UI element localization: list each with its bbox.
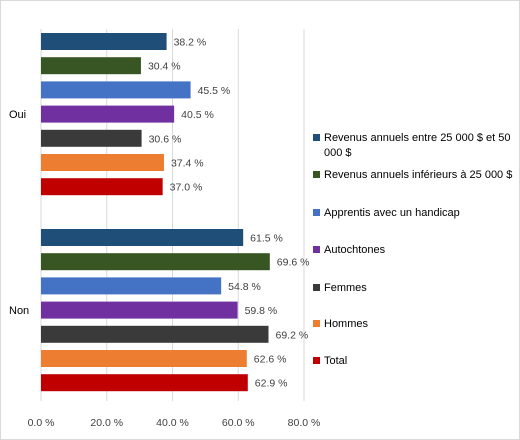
data-label: 61.5 % bbox=[250, 233, 283, 245]
legend-label: Revenus annuels entre 25 000 $ et 50 000… bbox=[324, 132, 511, 159]
bar bbox=[41, 105, 175, 123]
legend-swatch bbox=[313, 134, 320, 141]
legend-item: Total bbox=[313, 354, 519, 369]
legend-swatch bbox=[313, 209, 320, 216]
legend-label: Autochtones bbox=[324, 244, 386, 256]
legend-item: Apprentis avec un handicap bbox=[313, 206, 519, 221]
legend-swatch bbox=[313, 284, 320, 291]
data-label: 54.8 % bbox=[228, 281, 261, 293]
category-label-oui: Oui bbox=[9, 109, 26, 121]
bar bbox=[41, 325, 269, 343]
data-label: 62.9 % bbox=[255, 378, 288, 390]
data-label: 45.5 % bbox=[198, 85, 231, 97]
legend-item: Hommes bbox=[313, 317, 519, 332]
bar bbox=[41, 277, 222, 295]
legend-item: Revenus annuels inférieurs à 25 000 $ bbox=[313, 168, 519, 183]
x-tick-label: 60.0 % bbox=[222, 417, 255, 429]
x-tick-label: 0.0 % bbox=[28, 417, 55, 429]
data-label: 59.8 % bbox=[245, 305, 278, 317]
legend-label: Total bbox=[324, 355, 348, 367]
data-label: 69.2 % bbox=[275, 329, 308, 341]
legend-item: Revenus annuels entre 25 000 $ et 50 000… bbox=[313, 131, 519, 161]
category-label-non: Non bbox=[9, 305, 29, 317]
bar bbox=[41, 81, 191, 99]
bar bbox=[41, 374, 248, 392]
bar bbox=[41, 129, 142, 147]
legend-swatch bbox=[313, 320, 320, 327]
x-tick-label: 20.0 % bbox=[90, 417, 123, 429]
legend-swatch bbox=[313, 171, 320, 178]
data-label: 62.6 % bbox=[254, 354, 287, 366]
data-label: 69.6 % bbox=[277, 257, 310, 269]
bar bbox=[41, 350, 247, 367]
x-tick-label: 80.0 % bbox=[288, 417, 321, 429]
legend-label: Hommes bbox=[324, 318, 369, 330]
legend-label: Femmes bbox=[324, 282, 367, 294]
bar bbox=[41, 253, 270, 271]
data-label: 40.5 % bbox=[181, 109, 214, 121]
bar bbox=[41, 229, 244, 246]
bar bbox=[41, 301, 238, 319]
bar bbox=[41, 154, 164, 171]
data-label: 30.6 % bbox=[149, 133, 182, 145]
legend-swatch bbox=[313, 357, 320, 364]
data-label: 37.0 % bbox=[170, 182, 203, 194]
bar bbox=[41, 178, 163, 196]
legend-item: Autochtones bbox=[313, 243, 519, 258]
legend-label: Apprentis avec un handicap bbox=[324, 207, 460, 219]
data-label: 37.4 % bbox=[171, 158, 204, 170]
legend-swatch bbox=[313, 246, 320, 253]
bar bbox=[41, 33, 167, 50]
data-label: 38.2 % bbox=[174, 37, 207, 49]
data-label: 30.4 % bbox=[148, 61, 181, 73]
x-tick-label: 40.0 % bbox=[156, 417, 189, 429]
bar bbox=[41, 57, 141, 75]
legend-item: Femmes bbox=[313, 281, 519, 296]
legend-label: Revenus annuels inférieurs à 25 000 $ bbox=[324, 169, 513, 181]
